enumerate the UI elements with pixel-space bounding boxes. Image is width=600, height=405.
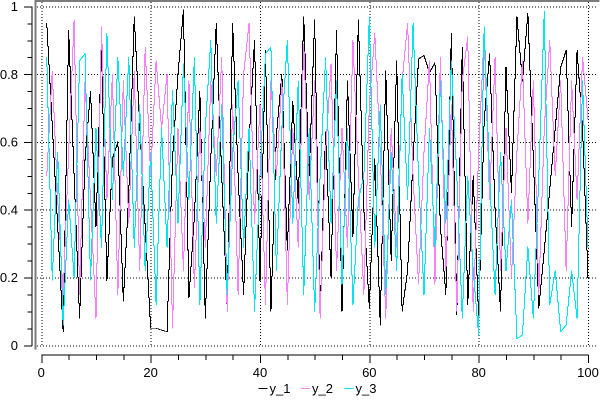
svg-text:1: 1: [11, 0, 18, 14]
svg-text:80: 80: [471, 365, 485, 380]
svg-text:0.6: 0.6: [0, 135, 18, 150]
svg-text:0.8: 0.8: [0, 67, 18, 82]
svg-text:0: 0: [38, 365, 45, 380]
svg-text:0.4: 0.4: [0, 202, 18, 217]
svg-text:20: 20: [143, 365, 157, 380]
svg-text:0.2: 0.2: [0, 270, 18, 285]
svg-text:y_2: y_2: [312, 381, 333, 396]
svg-text:y_1: y_1: [270, 381, 291, 396]
svg-text:0: 0: [11, 338, 18, 353]
svg-text:y_3: y_3: [356, 381, 377, 396]
svg-text:100: 100: [577, 365, 599, 380]
svg-text:40: 40: [253, 365, 267, 380]
svg-text:60: 60: [362, 365, 376, 380]
